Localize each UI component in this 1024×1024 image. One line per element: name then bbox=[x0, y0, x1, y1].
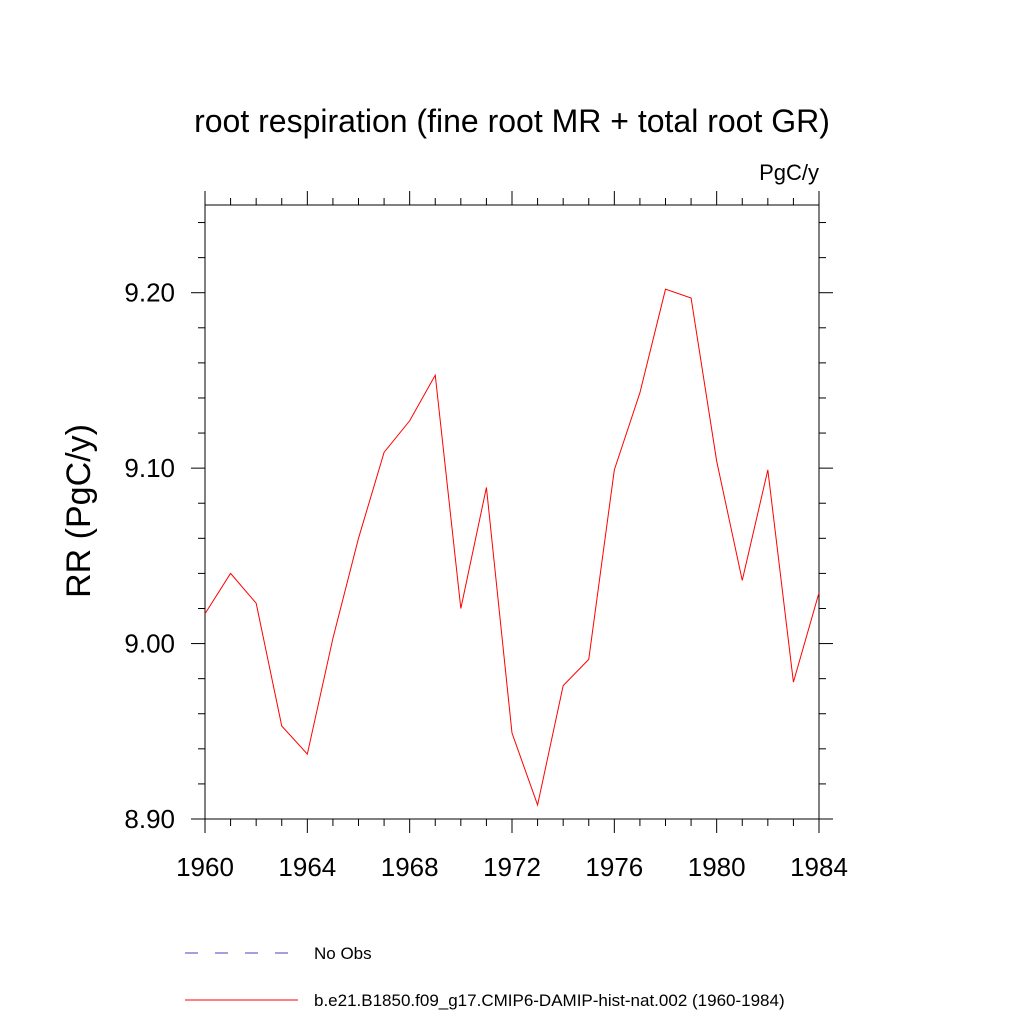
x-tick-label: 1976 bbox=[585, 852, 643, 882]
series-line-1 bbox=[204, 288, 820, 807]
y-axis-label: RR (PgC/y) bbox=[60, 424, 98, 598]
x-tick-label: 1972 bbox=[483, 852, 541, 882]
legend-label-model-run: b.e21.B1850.f09_g17.CMIP6-DAMIP-hist-nat… bbox=[314, 991, 785, 1010]
x-tick-label: 1964 bbox=[278, 852, 336, 882]
y-axis-tick-labels: 8.90 9.00 9.10 9.20 bbox=[124, 278, 175, 834]
x-tick-label: 1980 bbox=[688, 852, 746, 882]
chart-title: root respiration (fine root MR + total r… bbox=[194, 103, 830, 139]
x-axis-tick-labels: 1960 1964 1968 1972 1976 1980 1984 bbox=[176, 852, 848, 882]
x-tick-label: 1968 bbox=[381, 852, 439, 882]
plot-frame bbox=[204, 204, 820, 820]
series-layer bbox=[204, 288, 820, 807]
x-tick-label: 1984 bbox=[790, 852, 848, 882]
legend: No Obs b.e21.B1850.f09_g17.CMIP6-DAMIP-h… bbox=[185, 944, 785, 1010]
units-label: PgC/y bbox=[759, 160, 819, 185]
y-tick-label: 8.90 bbox=[124, 804, 175, 834]
y-tick-label: 9.20 bbox=[124, 278, 175, 308]
legend-label-no-obs: No Obs bbox=[314, 944, 372, 963]
x-tick-label: 1960 bbox=[176, 852, 234, 882]
axis-ticks bbox=[191, 191, 833, 833]
y-tick-label: 9.10 bbox=[124, 453, 175, 483]
y-tick-label: 9.00 bbox=[124, 629, 175, 659]
